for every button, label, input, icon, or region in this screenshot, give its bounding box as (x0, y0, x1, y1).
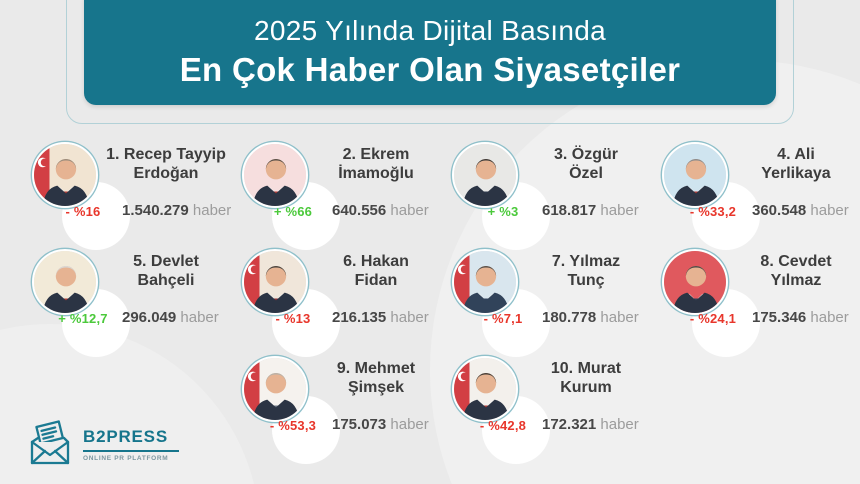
person-avatar-icon (664, 144, 726, 206)
politician-name: 10. Murat Kurum (550, 360, 622, 396)
politician-card-9: 9. Mehmet Şimşek - %53,3 175.073 haber (234, 350, 444, 464)
politician-card-10: 10. Murat Kurum - %42,8 172.321 haber (444, 350, 654, 464)
politician-name: 5. Devlet Bahçeli (133, 253, 199, 289)
change-percentage: + %12,7 (58, 311, 108, 326)
change-percentage: - %16 (65, 204, 101, 219)
title-line-2: En Çok Haber Olan Siyasetçiler (179, 51, 681, 88)
news-count: 296.049 haber (122, 309, 219, 326)
change-percentage: + %3 (487, 204, 519, 219)
header-banner: 2025 Yılında Dijital Basında En Çok Habe… (84, 0, 776, 105)
politician-card-3: 3. Özgür Özel + %3 618.817 haber (444, 136, 654, 250)
politician-photo (242, 142, 308, 208)
politician-card-8: 8. Cevdet Yılmaz - %24,1 175.346 haber (654, 243, 860, 357)
change-percentage: - %33,2 (689, 204, 737, 219)
politician-photo (662, 249, 728, 315)
politician-photo (242, 249, 308, 315)
person-avatar-icon (454, 358, 516, 420)
politician-photo (242, 356, 308, 422)
person-avatar-icon (34, 251, 96, 313)
brand-tagline: ONLINE PR PLATFORM (83, 454, 169, 462)
politician-name: 3. Özgür Özel (553, 146, 618, 182)
change-percentage: - %13 (275, 311, 311, 326)
politicians-grid: 1. Recep Tayyip Erdoğan - %16 1.540.279 h… (24, 136, 860, 464)
politician-card-4: 4. Ali Yerlikaya - %33,2 360.548 haber (654, 136, 860, 250)
politician-name: 4. Ali Yerlikaya (761, 146, 831, 182)
b2press-logo: B2PRESS ONLINE PR PLATFORM (26, 420, 179, 468)
person-avatar-icon (454, 251, 516, 313)
politician-card-5: 5. Devlet Bahçeli + %12,7 296.049 haber (24, 243, 234, 357)
envelope-icon (30, 420, 70, 465)
news-count: 175.073 haber (332, 416, 429, 433)
politician-name: 7. Yılmaz Tunç (551, 253, 621, 289)
brand-name: B2PRESS (83, 426, 168, 446)
news-count: 360.548 haber (752, 202, 849, 219)
change-percentage: - %24,1 (689, 311, 737, 326)
news-count: 618.817 haber (542, 202, 639, 219)
change-percentage: + %66 (273, 204, 313, 219)
politician-card-6: 6. Hakan Fidan - %13 216.135 haber (234, 243, 444, 357)
news-count: 1.540.279 haber (122, 202, 232, 219)
news-count: 175.346 haber (752, 309, 849, 326)
person-avatar-icon (454, 144, 516, 206)
person-avatar-icon (244, 251, 306, 313)
header-backdrop-outline (66, 0, 794, 124)
title-line-1: 2025 Yılında Dijital Basında (254, 15, 606, 46)
news-count: 180.778 haber (542, 309, 639, 326)
news-count: 172.321 haber (542, 416, 639, 433)
politician-photo (452, 142, 518, 208)
politician-photo (32, 142, 98, 208)
logo-text: B2PRESS ONLINE PR PLATFORM (83, 427, 179, 462)
brand-underline (83, 449, 179, 452)
politician-card-2: 2. Ekrem İmamoğlu + %66 640.556 haber (234, 136, 444, 250)
politician-name: 9. Mehmet Şimşek (336, 360, 416, 396)
politician-photo (32, 249, 98, 315)
politician-name: 6. Hakan Fidan (343, 253, 409, 289)
person-avatar-icon (34, 144, 96, 206)
news-count: 216.135 haber (332, 309, 429, 326)
politician-name: 1. Recep Tayyip Erdoğan (106, 146, 226, 182)
person-avatar-icon (244, 358, 306, 420)
politician-name: 8. Cevdet Yılmaz (760, 253, 832, 289)
politician-card-1: 1. Recep Tayyip Erdoğan - %16 1.540.279 h… (24, 136, 234, 250)
person-avatar-icon (664, 251, 726, 313)
politician-name: 2. Ekrem İmamoğlu (338, 146, 414, 182)
person-avatar-icon (244, 144, 306, 206)
change-percentage: - %53,3 (269, 418, 317, 433)
change-percentage: - %42,8 (479, 418, 527, 433)
change-percentage: - %7,1 (483, 311, 523, 326)
news-count: 640.556 haber (332, 202, 429, 219)
politician-photo (452, 356, 518, 422)
politician-photo (452, 249, 518, 315)
politician-photo (662, 142, 728, 208)
politician-card-7: 7. Yılmaz Tunç - %7,1 180.778 haber (444, 243, 654, 357)
